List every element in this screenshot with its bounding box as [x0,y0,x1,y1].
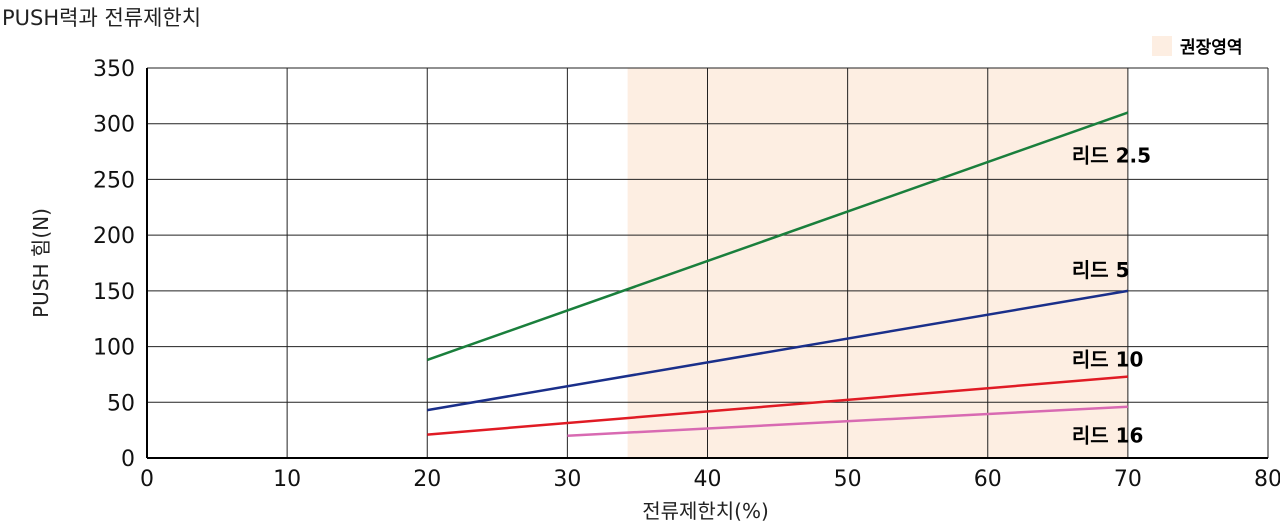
y-tick-label: 50 [107,391,135,416]
legend-swatch [1152,36,1172,56]
x-tick-label: 0 [140,467,154,492]
series-line [427,289,1129,412]
y-tick-label: 300 [93,113,135,138]
series-label: 리드 5 [1072,258,1130,282]
series-label: 리드 10 [1072,348,1144,372]
series-line [567,405,1128,437]
series-label: 리드 16 [1072,424,1144,448]
y-tick-label: 350 [93,57,135,82]
series-line [426,111,1129,362]
x-tick-label: 80 [1254,467,1280,492]
y-tick-label: 0 [121,447,135,472]
y-axis-label: PUSH 힘(N) [29,208,53,318]
x-tick-label: 60 [974,467,1002,492]
y-tick-label: 150 [93,280,135,305]
x-tick-label: 10 [273,467,301,492]
x-tick-label: 20 [413,467,441,492]
series-line [427,375,1128,436]
legend-label: 권장영역 [1180,38,1243,58]
series-label: 리드 2.5 [1072,144,1151,168]
x-tick-label: 30 [553,467,581,492]
y-tick-label: 100 [93,336,135,361]
x-tick-label: 40 [694,467,722,492]
y-tick-label: 200 [93,224,135,249]
chart-title: PUSH력과 전류제한치 [2,6,202,30]
x-tick-label: 50 [834,467,862,492]
x-axis-label: 전류제한치(%) [642,499,769,523]
recommended-region [627,68,1128,458]
x-tick-label: 70 [1114,467,1142,492]
y-tick-label: 250 [93,168,135,193]
